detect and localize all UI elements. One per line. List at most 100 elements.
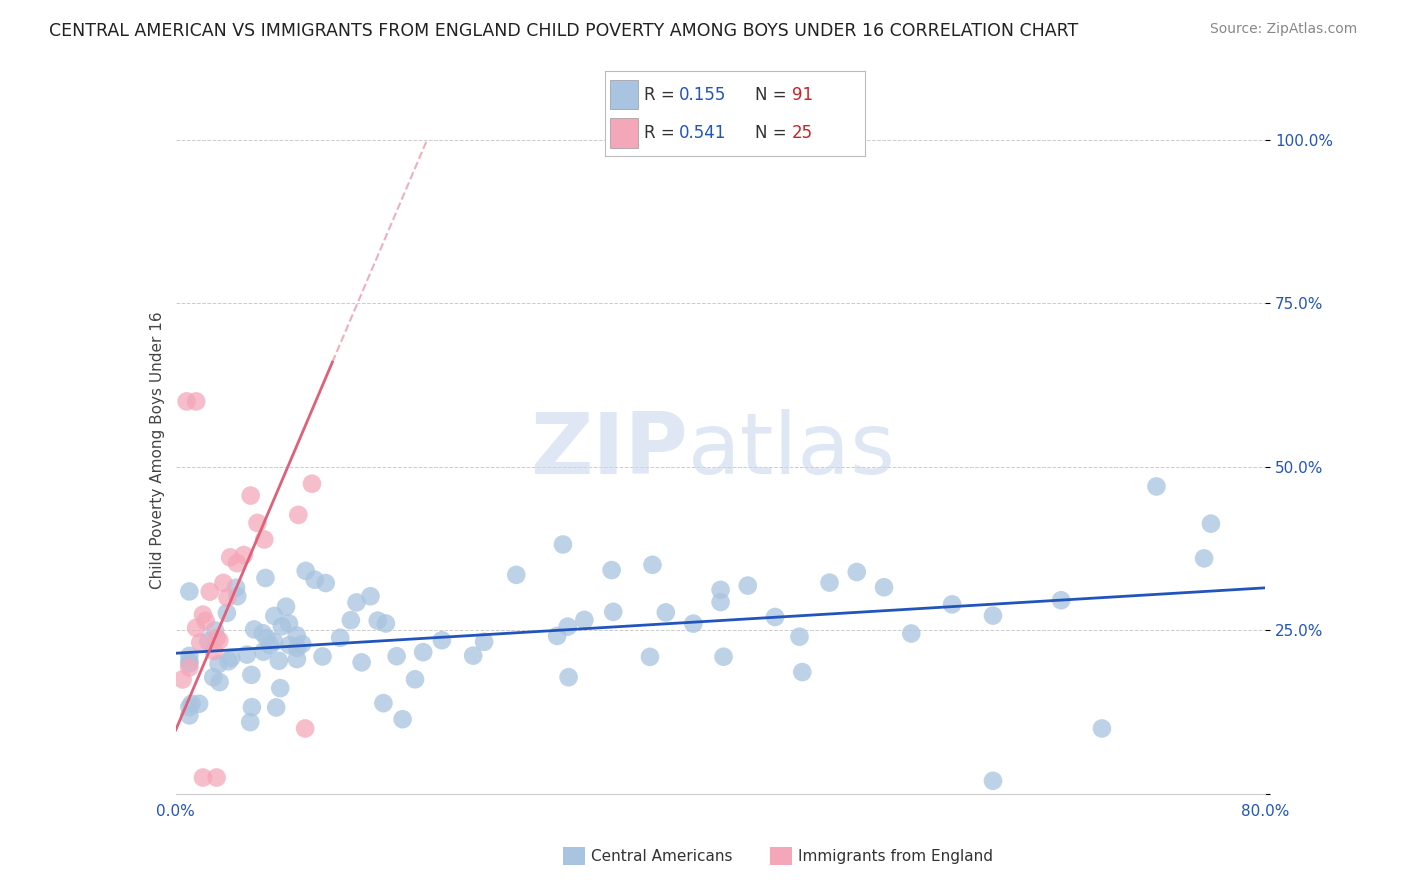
Point: [269, 681, 291, 695]
Point: [240, 668, 263, 682]
Point: [287, 508, 309, 522]
Point: [212, 575, 235, 590]
Point: [329, 631, 352, 645]
Point: [285, 640, 308, 655]
Text: 0.541: 0.541: [679, 124, 725, 142]
Text: R =: R =: [644, 86, 679, 103]
Point: [737, 578, 759, 592]
Point: [232, 548, 254, 562]
Text: N =: N =: [755, 124, 793, 142]
Point: [682, 616, 704, 631]
Y-axis label: Child Poverty Among Boys Under 16: Child Poverty Among Boys Under 16: [149, 311, 165, 590]
Point: [294, 564, 316, 578]
Point: [179, 648, 201, 663]
Point: [818, 575, 841, 590]
Point: [253, 533, 276, 547]
Text: CENTRAL AMERICAN VS IMMIGRANTS FROM ENGLAND CHILD POVERTY AMONG BOYS UNDER 16 CO: CENTRAL AMERICAN VS IMMIGRANTS FROM ENGL…: [49, 22, 1078, 40]
Point: [172, 673, 194, 687]
Point: [557, 620, 579, 634]
Point: [1192, 551, 1215, 566]
Point: [655, 606, 678, 620]
Point: [186, 621, 208, 635]
Text: Central Americans: Central Americans: [591, 849, 733, 863]
Point: [463, 648, 485, 663]
Point: [225, 581, 247, 595]
Point: [217, 591, 239, 605]
Point: [430, 633, 453, 648]
Point: [239, 715, 262, 730]
Point: [179, 708, 201, 723]
Point: [600, 563, 623, 577]
Point: [259, 638, 281, 652]
Point: [205, 771, 228, 785]
Point: [219, 550, 242, 565]
Point: [215, 606, 238, 620]
Point: [845, 565, 868, 579]
Point: [941, 598, 963, 612]
Point: [179, 660, 201, 674]
Point: [226, 556, 249, 570]
Point: [472, 635, 495, 649]
Point: [374, 616, 396, 631]
Point: [191, 607, 214, 622]
Point: [179, 700, 201, 714]
Point: [557, 670, 579, 684]
Point: [981, 608, 1004, 623]
Point: [218, 654, 240, 668]
Point: [274, 599, 297, 614]
Point: [208, 633, 231, 648]
Point: [179, 584, 201, 599]
Point: [505, 567, 527, 582]
Point: [205, 631, 228, 645]
Point: [304, 573, 326, 587]
Point: [1091, 722, 1114, 736]
Point: [763, 610, 786, 624]
Point: [198, 584, 221, 599]
Point: [204, 624, 226, 638]
Point: [252, 645, 274, 659]
Point: [404, 673, 426, 687]
Bar: [610, 118, 638, 147]
Point: [1199, 516, 1222, 531]
Point: [551, 537, 574, 551]
Text: Source: ZipAtlas.com: Source: ZipAtlas.com: [1209, 22, 1357, 37]
Point: [256, 631, 278, 645]
Point: [186, 394, 208, 409]
Text: 25: 25: [792, 124, 813, 142]
Point: [176, 394, 198, 409]
Point: [239, 489, 262, 503]
Point: [254, 571, 277, 585]
Point: [315, 576, 337, 591]
Point: [188, 697, 211, 711]
Text: N =: N =: [755, 86, 793, 103]
Point: [789, 630, 811, 644]
Point: [311, 649, 333, 664]
Point: [208, 675, 231, 690]
Point: [243, 623, 266, 637]
Point: [291, 637, 314, 651]
Point: [367, 614, 389, 628]
Point: [1144, 479, 1167, 493]
Point: [180, 697, 202, 711]
Point: [197, 634, 219, 648]
Point: [546, 629, 568, 643]
Bar: [610, 80, 638, 110]
Text: Immigrants from England: Immigrants from England: [797, 849, 993, 863]
Point: [710, 582, 733, 597]
Point: [267, 654, 290, 668]
Point: [236, 648, 259, 662]
Point: [574, 613, 596, 627]
Text: 91: 91: [792, 86, 813, 103]
Point: [263, 634, 285, 648]
Point: [391, 712, 413, 726]
Point: [900, 626, 922, 640]
Text: ZIP: ZIP: [530, 409, 688, 492]
Point: [1050, 593, 1073, 607]
Point: [263, 608, 285, 623]
Point: [359, 589, 381, 603]
Point: [202, 644, 225, 658]
Point: [285, 628, 308, 642]
Point: [385, 649, 408, 664]
Point: [641, 558, 664, 572]
Point: [221, 651, 243, 665]
